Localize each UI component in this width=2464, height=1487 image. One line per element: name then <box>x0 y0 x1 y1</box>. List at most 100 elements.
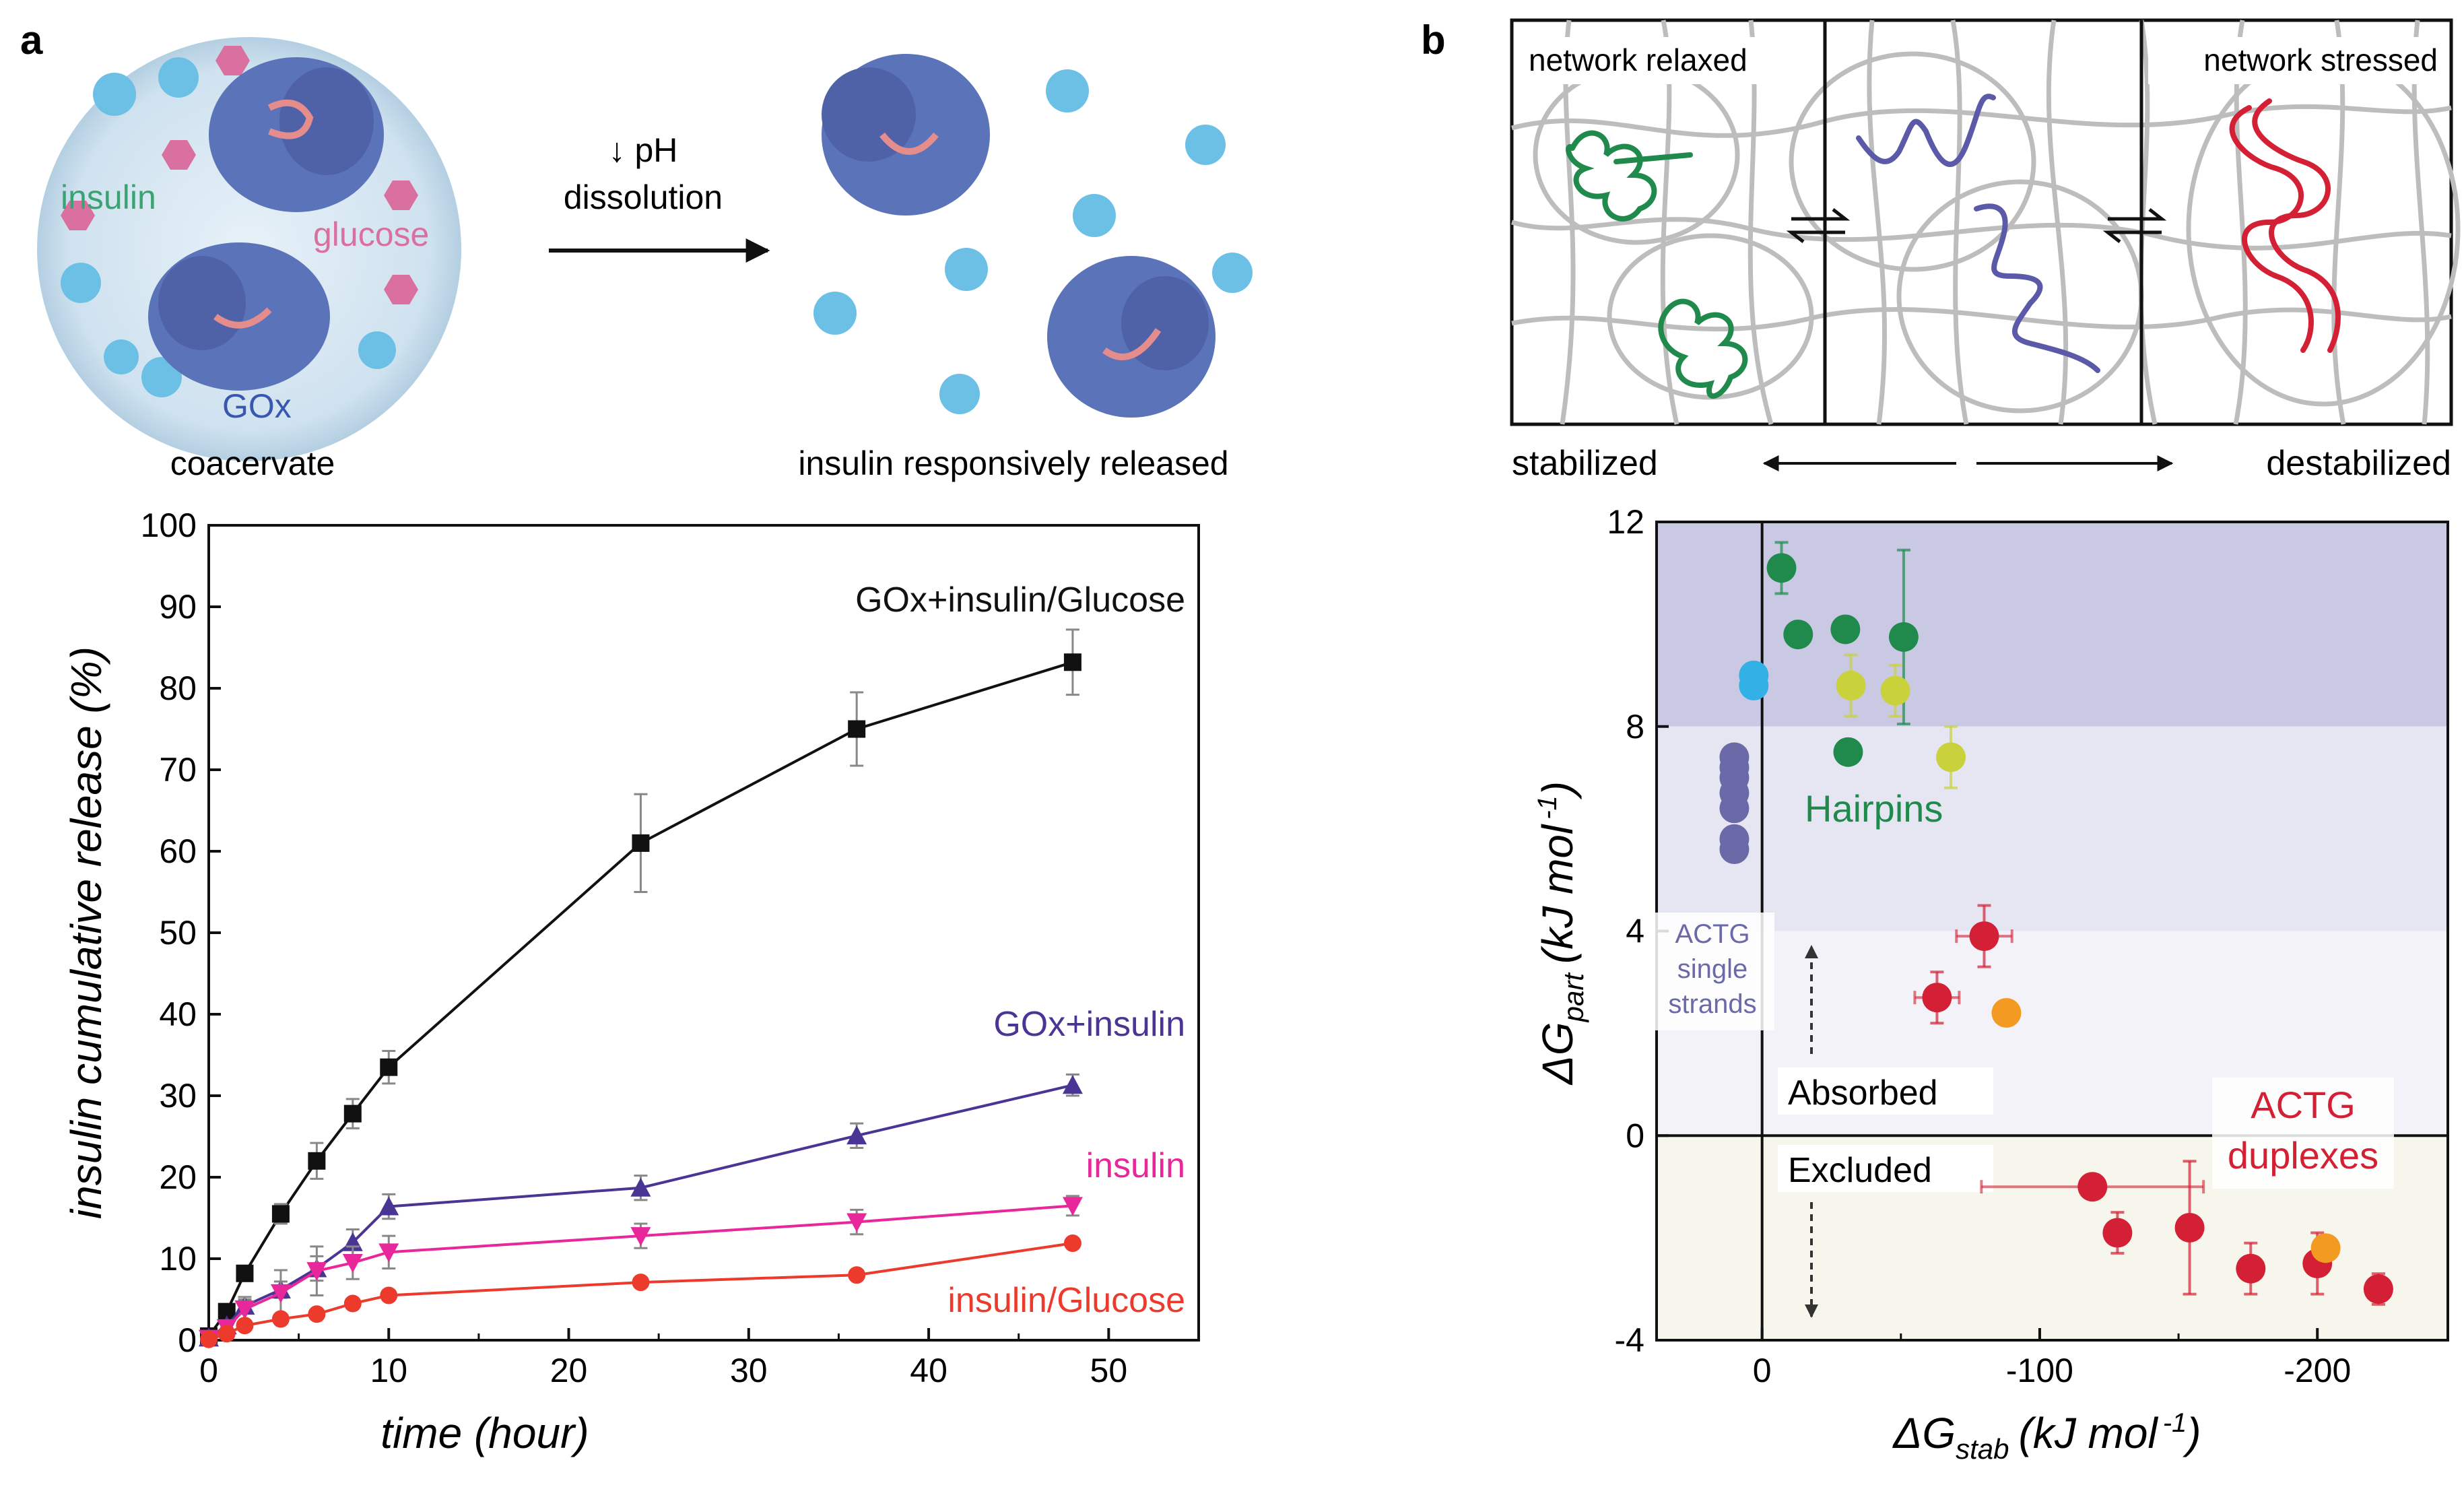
data-point <box>306 1262 327 1282</box>
data-point <box>1991 998 2022 1028</box>
single-strands-label-3: strands <box>1668 989 1756 1019</box>
chart-a-xlabel: time (hour) <box>380 1409 589 1457</box>
gox-icon <box>822 67 916 162</box>
absorbed-label: Absorbed <box>1788 1073 1938 1113</box>
y-tick-label: 50 <box>159 914 197 952</box>
data-point <box>1880 675 1910 706</box>
glucose-icon <box>61 201 95 230</box>
data-point <box>630 1177 651 1197</box>
insulin-icon <box>104 339 139 374</box>
series-line <box>208 1242 1073 1341</box>
y-tick-label: 100 <box>141 506 197 544</box>
coacervate-label: coacervate <box>170 444 335 482</box>
equilibrium-arrows <box>1786 208 2167 243</box>
data-point <box>1719 752 1750 783</box>
insulin-icon <box>945 248 988 291</box>
single-strands-label-1: ACTG <box>1675 919 1750 949</box>
release-chart: 0 10 20 30 40 50 0 10 20 30 40 50 60 70 80 90 100 time (… <box>62 506 1200 1457</box>
panel-a-schematic: a insulin g <box>20 18 1253 482</box>
chart-b-xlabel: ΔGstab (kJ mol -1) <box>1892 1408 2201 1465</box>
glucose-icon <box>162 140 196 170</box>
glucose-icon <box>384 275 418 304</box>
panel-b-label: b <box>1421 18 1446 63</box>
data-point <box>2310 1233 2341 1263</box>
x-tick-label: 0 <box>1753 1352 1772 1389</box>
fad-cofactor <box>879 132 939 155</box>
duplex-icon <box>2252 98 2341 353</box>
data-point <box>378 1243 399 1263</box>
chart-a-frame <box>207 524 1200 1342</box>
insulin-icon <box>93 73 136 116</box>
data-point <box>1063 653 1081 671</box>
x-tick-label: -200 <box>2284 1352 2351 1389</box>
y-tick-label: 4 <box>1626 913 1644 950</box>
data-point <box>2102 1218 2133 1248</box>
data-point <box>234 1300 255 1320</box>
data-point <box>236 1264 254 1282</box>
data-point <box>848 720 866 738</box>
data-point <box>1739 671 1769 700</box>
relaxed-label-bg <box>1519 37 1815 84</box>
series-label-gox-insulin-glucose: GOx+insulin/Glucose <box>855 581 1185 620</box>
insulin-icon <box>1046 69 1089 112</box>
shaded-band <box>1657 726 2448 931</box>
y-tick-label: 30 <box>159 1077 197 1115</box>
duplex-icon <box>2229 105 2314 353</box>
data-point <box>632 1274 650 1292</box>
y-tick-label: 20 <box>159 1158 197 1196</box>
data-point <box>1830 614 1861 645</box>
released-label: insulin responsively released <box>798 444 1228 482</box>
data-point <box>236 1317 254 1335</box>
chart-b-ticks: 0 -100 -200 -4 0 4 8 12 <box>1607 503 2351 1389</box>
data-point <box>378 1196 399 1216</box>
gox-enzymes <box>148 57 384 391</box>
network-stressed-label: network stressed <box>2203 42 2438 77</box>
duplexes-label-1: ACTG <box>2251 1084 2356 1126</box>
y-tick-label: 8 <box>1626 708 1644 746</box>
data-point <box>2236 1253 2266 1284</box>
chart-b-ylabel-unit: (kJ mol <box>1533 824 1582 964</box>
data-point <box>1719 793 1750 824</box>
excluded-label: Excluded <box>1788 1151 1932 1190</box>
chart-b-ylabel-sub: part <box>1558 972 1589 1024</box>
data-point <box>846 1125 867 1145</box>
data-point <box>380 1058 398 1076</box>
single-strands-label-2: single <box>1677 954 1748 984</box>
chart-a-ticks: 0 10 20 30 40 50 0 10 20 30 40 50 60 70 80 90 100 <box>141 506 1128 1389</box>
chart-b-xlabel-delta: ΔG <box>1892 1409 1956 1457</box>
y-tick-label: 0 <box>1626 1117 1644 1154</box>
series-label-insulin-glucose: insulin/Glucose <box>947 1281 1185 1320</box>
insulin-icon <box>61 263 101 303</box>
released-proteins <box>813 54 1253 418</box>
chart-b-ylabel: ΔGpart(kJ mol-1) <box>1533 781 1589 1086</box>
glucose-icon <box>384 180 418 210</box>
stabilized-label: stabilized <box>1512 444 1658 483</box>
data-point <box>271 1205 290 1223</box>
y-tick-label: 0 <box>178 1321 197 1359</box>
data-point <box>1969 921 1999 952</box>
series-line <box>207 1084 1073 1340</box>
x-tick-label: 10 <box>370 1352 407 1389</box>
arrow-dissolution-label: dissolution <box>564 178 723 216</box>
panel-a-label: a <box>20 18 43 63</box>
y-tick-label: 10 <box>159 1240 197 1278</box>
insulin-icon <box>358 331 396 369</box>
fad-cofactor <box>1102 328 1162 360</box>
data-point <box>1888 622 1919 652</box>
x-tick-label: 50 <box>1090 1352 1128 1389</box>
insulin-icon <box>141 357 182 397</box>
excluded-label-bg <box>1778 1145 1993 1192</box>
x-tick-label: -100 <box>2006 1352 2073 1389</box>
insulin-icon <box>1212 253 1253 293</box>
glucose-icon <box>215 46 250 75</box>
chart-b-bands <box>1657 522 2448 1340</box>
shaded-band <box>1657 522 2448 727</box>
stressed-label-bg <box>2148 37 2444 84</box>
gox-icon <box>279 67 374 175</box>
series-line <box>207 661 1073 1337</box>
data-point <box>1719 834 1750 864</box>
single-strands-label-bg <box>1650 913 1774 1030</box>
y-tick-label: 70 <box>159 751 197 789</box>
single-strand-icon <box>1974 203 2100 373</box>
x-tick-label: 40 <box>910 1352 947 1389</box>
